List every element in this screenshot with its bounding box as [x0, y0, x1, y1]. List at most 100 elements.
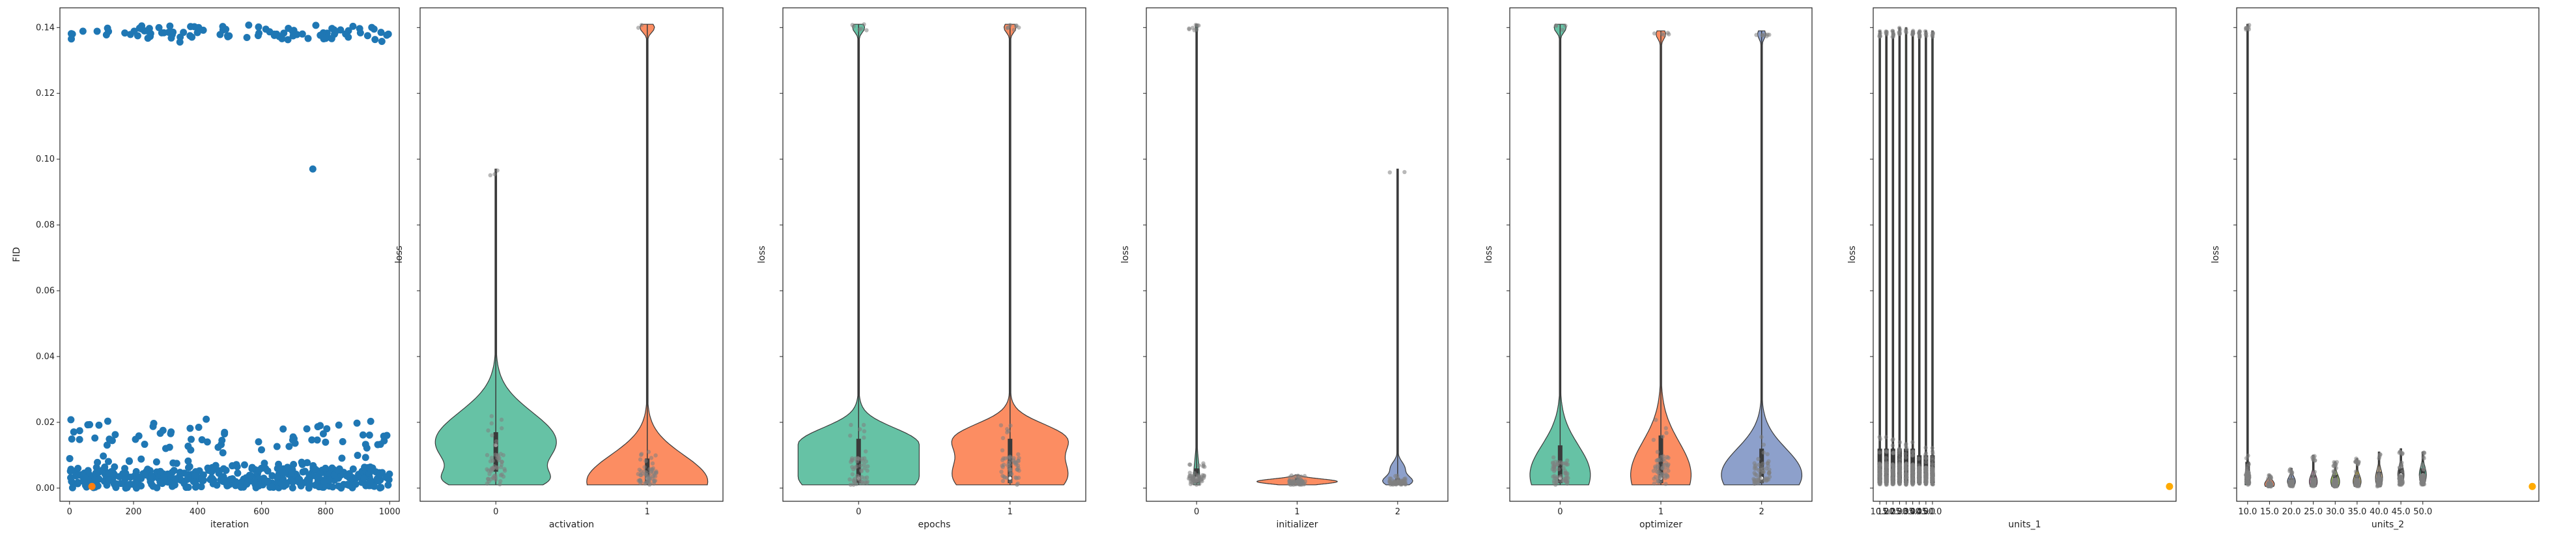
jitter-point — [1929, 467, 1934, 471]
scatter-point — [282, 479, 290, 487]
subplot-initializer: loss initializer 0 1 2 — [1120, 7, 1449, 530]
jitter-point — [488, 173, 492, 178]
jitter-point — [863, 449, 868, 454]
jitter-point — [1877, 475, 1882, 479]
x-axis-label: initializer — [1276, 520, 1318, 530]
scatter-point — [315, 473, 322, 481]
jitter-point — [2420, 479, 2425, 484]
subplot-units_1: loss units_1 10.015.020.025.030.035.040.04… — [1847, 7, 2177, 530]
jitter-point — [1884, 456, 1888, 460]
jitter-point — [642, 469, 647, 474]
jitter-point — [1665, 31, 1670, 35]
scatter-point — [138, 22, 146, 30]
y-axis-label: loss — [394, 246, 404, 263]
x-axis-label: optimizer — [1639, 520, 1682, 530]
jitter-point — [1918, 29, 1922, 34]
jitter-point — [864, 459, 868, 464]
jitter-point — [1655, 479, 1660, 484]
jitter-point — [2353, 460, 2358, 464]
jitter-point — [1660, 458, 1665, 463]
jitter-point — [1753, 472, 1758, 477]
scatter-point — [254, 481, 262, 489]
scatter-point — [255, 23, 262, 31]
scatter-point — [363, 32, 371, 40]
y-tick-label: 0.12 — [36, 89, 55, 98]
jitter-point — [1288, 481, 1293, 486]
jitter-point — [1878, 481, 1882, 486]
scatter-point — [233, 463, 241, 471]
violin-iqr-box — [493, 432, 498, 472]
jitter-point — [1654, 417, 1658, 422]
jitter-point — [848, 482, 853, 487]
x-axis-label: epochs — [918, 520, 951, 530]
jitter-point — [2377, 456, 2381, 461]
y-axis-label: loss — [1847, 246, 1858, 263]
jitter-point — [1759, 435, 1764, 439]
jitter-point — [1000, 463, 1004, 468]
jitter-point — [1757, 462, 1761, 467]
scatter-point — [234, 469, 242, 477]
scatter-point — [84, 467, 92, 475]
scatter-point — [222, 466, 230, 474]
scatter-point — [258, 446, 266, 454]
jitter-point — [1008, 423, 1013, 428]
jitter-point — [2333, 484, 2338, 489]
y-tick-label: 0.04 — [36, 352, 55, 362]
jitter-point — [1923, 479, 1929, 484]
scatter-point — [285, 443, 293, 450]
scatter-point — [150, 419, 158, 427]
scatter-point — [361, 463, 369, 471]
jitter-point — [2420, 462, 2425, 467]
jitter-point — [860, 458, 865, 463]
scatter-point — [247, 472, 255, 480]
jitter-point — [854, 482, 859, 486]
scatter-point — [137, 455, 145, 463]
jitter-point — [1201, 461, 1206, 466]
jitter-point — [1402, 478, 1407, 484]
scatter-point — [162, 445, 169, 452]
jitter-point — [494, 439, 499, 444]
x-tick-label: 25.0 — [2304, 507, 2323, 517]
scatter-point — [102, 31, 110, 38]
jitter-point — [1202, 475, 1206, 480]
scatter-point — [180, 480, 188, 488]
scatter-point — [125, 457, 133, 465]
jitter-point — [1012, 27, 1017, 32]
jitter-point — [862, 429, 867, 433]
jitter-point — [1891, 482, 1896, 486]
scatter-point — [76, 427, 83, 435]
subplot-optimizer: loss optimizer 0 1 2 — [1484, 7, 1813, 530]
scatter-point — [323, 425, 331, 433]
scatter-point — [261, 460, 268, 467]
jitter-point — [1767, 467, 1772, 472]
jitter-point — [1904, 447, 1909, 452]
scatter-point — [66, 454, 74, 462]
jitter-point — [1294, 474, 1298, 478]
jitter-point — [1764, 478, 1769, 483]
jitter-point — [1557, 475, 1563, 480]
scatter-point — [219, 473, 227, 480]
jitter-point — [1197, 475, 1202, 480]
scatter-point — [159, 426, 167, 434]
jitter-point — [2375, 474, 2381, 478]
jitter-point — [1904, 475, 1909, 480]
jitter-point — [2353, 469, 2358, 474]
jitter-point — [1555, 462, 1560, 467]
scatter-point — [67, 416, 75, 424]
scatter-point — [148, 472, 156, 480]
jitter-point — [999, 469, 1004, 474]
scatter-point — [187, 435, 195, 443]
jitter-point — [1202, 464, 1207, 469]
x-tick-label: 20.0 — [2282, 507, 2301, 517]
jitter-point — [1878, 34, 1883, 38]
x-tick-label: 1 — [1658, 507, 1663, 517]
scatter-point — [198, 436, 206, 444]
scatter-point — [184, 475, 192, 482]
jitter-point — [2333, 463, 2338, 467]
jitter-point — [1897, 456, 1903, 461]
jitter-point — [1890, 443, 1895, 448]
scatter-point — [335, 466, 343, 474]
x-tick-label: 0 — [1557, 507, 1563, 517]
jitter-point — [490, 433, 494, 438]
jitter-point — [636, 25, 641, 30]
